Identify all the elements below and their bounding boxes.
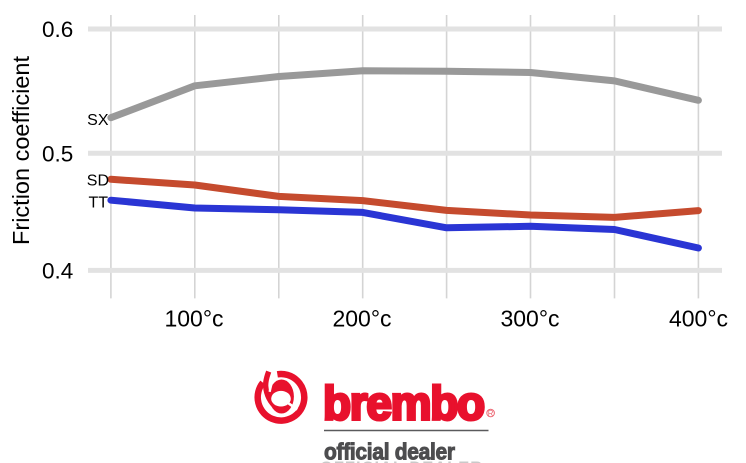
svg-text:TT: TT	[88, 195, 108, 212]
svg-text:OFFICIAL DEALER: OFFICIAL DEALER	[320, 459, 483, 463]
svg-text:0.4: 0.4	[42, 258, 73, 283]
svg-text:100°c: 100°c	[164, 306, 223, 332]
svg-text:SD: SD	[87, 172, 109, 189]
svg-text:SX: SX	[87, 112, 109, 129]
svg-text:300°c: 300°c	[500, 306, 559, 332]
svg-text:Friction coefficient: Friction coefficient	[8, 56, 34, 245]
svg-text:0.6: 0.6	[42, 17, 73, 42]
svg-text:0.5: 0.5	[42, 141, 73, 166]
svg-text:400°c: 400°c	[669, 306, 728, 332]
svg-text:200°c: 200°c	[332, 306, 391, 332]
svg-text:R: R	[488, 409, 494, 418]
svg-text:official dealer: official dealer	[324, 438, 455, 463]
svg-text:brembo: brembo	[323, 377, 484, 430]
